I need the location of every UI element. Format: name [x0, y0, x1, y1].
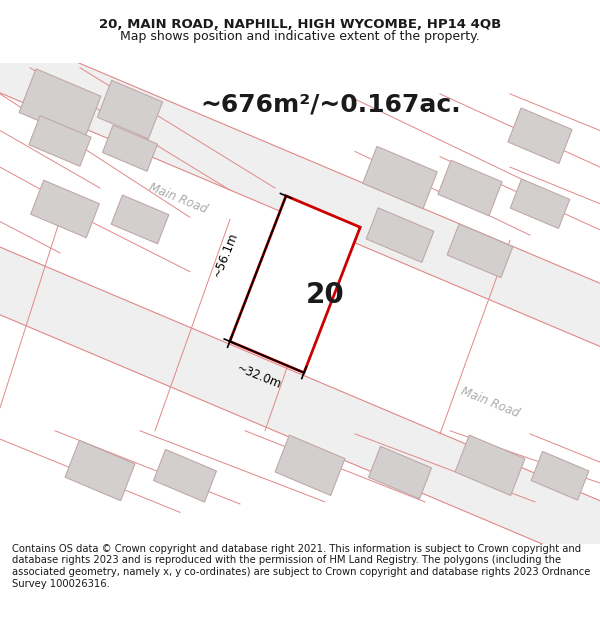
Text: Main Road: Main Road	[459, 385, 521, 420]
Polygon shape	[366, 208, 434, 262]
Text: 20: 20	[305, 281, 344, 309]
Polygon shape	[455, 435, 525, 496]
Polygon shape	[508, 108, 572, 164]
Polygon shape	[275, 435, 345, 496]
Text: ~32.0m: ~32.0m	[235, 361, 284, 391]
Polygon shape	[368, 446, 431, 499]
Polygon shape	[97, 81, 163, 139]
Text: ~56.1m: ~56.1m	[211, 231, 241, 279]
Polygon shape	[0, 0, 600, 392]
Text: ~676m²/~0.167ac.: ~676m²/~0.167ac.	[200, 92, 461, 116]
Polygon shape	[29, 116, 91, 166]
Polygon shape	[103, 125, 157, 171]
Polygon shape	[0, 202, 600, 613]
Polygon shape	[447, 224, 513, 278]
Polygon shape	[31, 180, 100, 238]
Text: 20, MAIN ROAD, NAPHILL, HIGH WYCOMBE, HP14 4QB: 20, MAIN ROAD, NAPHILL, HIGH WYCOMBE, HP…	[99, 18, 501, 31]
Polygon shape	[19, 69, 101, 140]
Text: Contains OS data © Crown copyright and database right 2021. This information is : Contains OS data © Crown copyright and d…	[12, 544, 590, 589]
Text: Main Road: Main Road	[147, 181, 209, 216]
Polygon shape	[363, 146, 437, 209]
Polygon shape	[111, 195, 169, 244]
Polygon shape	[531, 451, 589, 500]
Polygon shape	[510, 179, 570, 229]
Text: Map shows position and indicative extent of the property.: Map shows position and indicative extent…	[120, 30, 480, 43]
Polygon shape	[438, 160, 502, 216]
Polygon shape	[230, 196, 360, 372]
Polygon shape	[65, 441, 135, 501]
Polygon shape	[154, 449, 217, 502]
